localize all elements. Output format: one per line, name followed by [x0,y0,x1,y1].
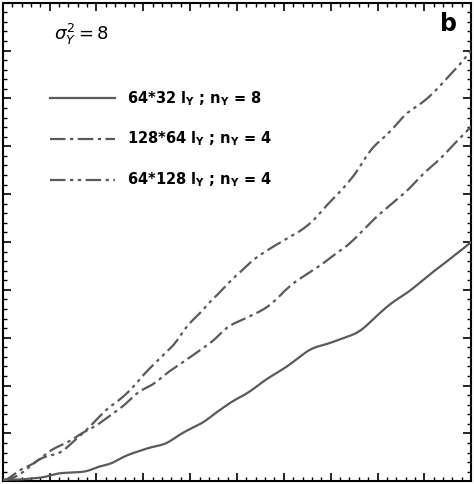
Text: $\sigma_Y^2 = 8$: $\sigma_Y^2 = 8$ [55,22,109,47]
Text: 64*128 $\mathbf{l_Y}$ ; $\mathbf{n_Y}$ = 4: 64*128 $\mathbf{l_Y}$ ; $\mathbf{n_Y}$ =… [127,170,272,189]
Text: 128*64 $\mathbf{l_Y}$ ; $\mathbf{n_Y}$ = 4: 128*64 $\mathbf{l_Y}$ ; $\mathbf{n_Y}$ =… [127,130,272,149]
Text: 64*32 $\mathbf{l_Y}$ ; $\mathbf{n_Y}$ = 8: 64*32 $\mathbf{l_Y}$ ; $\mathbf{n_Y}$ = … [127,89,262,108]
Text: b: b [440,13,457,36]
